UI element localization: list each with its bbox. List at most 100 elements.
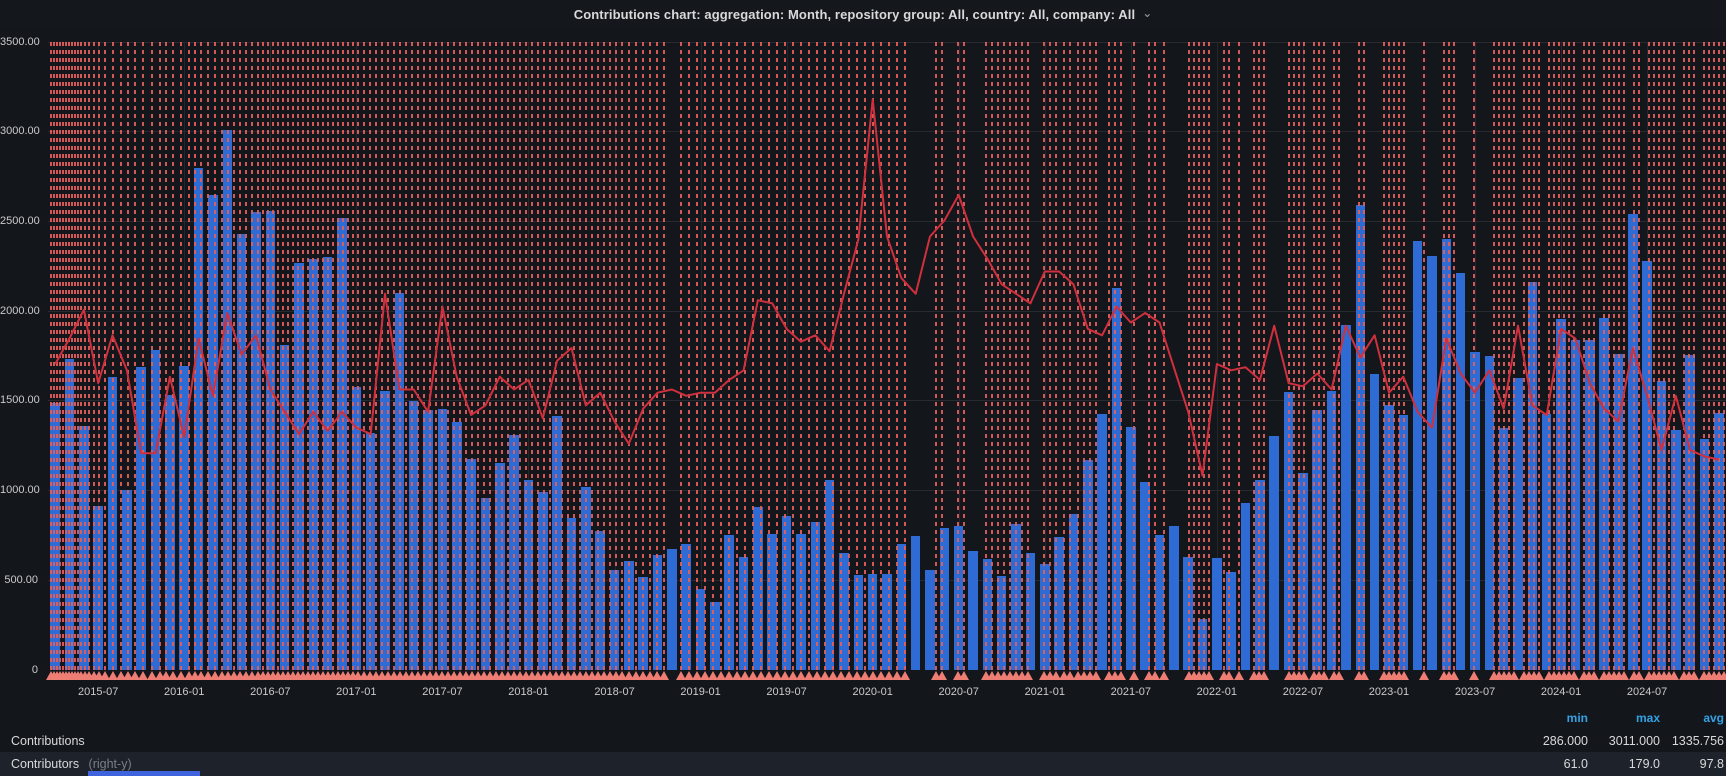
annotation-marker[interactable]	[1091, 671, 1101, 680]
annotation-marker[interactable]	[1104, 671, 1114, 680]
annotation-marker[interactable]	[892, 671, 902, 680]
annotation-marker[interactable]	[740, 671, 750, 680]
annotation-marker[interactable]	[593, 671, 603, 680]
annotation-marker[interactable]	[748, 671, 758, 680]
annotation-marker[interactable]	[461, 671, 471, 680]
annotation-marker[interactable]	[581, 671, 591, 680]
annotation-marker[interactable]	[937, 671, 947, 680]
annotation-marker[interactable]	[1319, 671, 1329, 680]
series-toggle-contributions[interactable]: Contributions	[11, 733, 85, 748]
annotation-marker[interactable]	[116, 671, 126, 680]
annotation-marker[interactable]	[401, 671, 411, 680]
annotation-marker[interactable]	[533, 671, 543, 680]
annotation-marker[interactable]	[876, 671, 886, 680]
annotation-marker[interactable]	[1059, 671, 1069, 680]
annotation-marker[interactable]	[812, 671, 822, 680]
annotation-marker[interactable]	[1073, 671, 1083, 680]
annotation-marker[interactable]	[545, 671, 555, 680]
annotation-marker[interactable]	[569, 671, 579, 680]
annotation-marker[interactable]	[1534, 671, 1544, 680]
annotation-marker[interactable]	[953, 671, 963, 680]
annotation-marker[interactable]	[479, 671, 489, 680]
annotation-marker[interactable]	[539, 671, 549, 680]
annotation-marker[interactable]	[780, 671, 790, 680]
annotation-marker[interactable]	[365, 671, 375, 680]
annotation-marker[interactable]	[820, 671, 830, 680]
annotation-marker[interactable]	[247, 671, 257, 680]
annotation-marker[interactable]	[161, 671, 171, 680]
annotation-marker[interactable]	[587, 671, 597, 680]
annotation-marker[interactable]	[1051, 671, 1061, 680]
legend-col-min[interactable]: min	[1566, 710, 1588, 725]
annotation-marker[interactable]	[852, 671, 862, 680]
annotation-marker[interactable]	[1359, 671, 1369, 680]
annotation-marker[interactable]	[509, 671, 519, 680]
annotation-marker[interactable]	[203, 671, 213, 680]
annotation-marker[interactable]	[981, 671, 991, 680]
annotation-marker[interactable]	[521, 671, 531, 680]
annotation-marker[interactable]	[999, 671, 1009, 680]
annotation-marker[interactable]	[575, 671, 585, 680]
annotation-marker[interactable]	[431, 671, 441, 680]
annotation-marker[interactable]	[1334, 671, 1344, 680]
annotation-marker[interactable]	[1144, 671, 1154, 680]
annotation-marker[interactable]	[196, 671, 206, 680]
annotation-marker[interactable]	[1719, 671, 1726, 680]
annotation-marker[interactable]	[1299, 671, 1309, 680]
annotation-marker[interactable]	[229, 671, 239, 680]
annotation-marker[interactable]	[1045, 671, 1055, 680]
annotation-marker[interactable]	[449, 671, 459, 680]
annotation-marker[interactable]	[210, 671, 220, 680]
annotation-marker[interactable]	[676, 671, 686, 680]
annotation-marker[interactable]	[684, 671, 694, 680]
annotation-marker[interactable]	[503, 671, 513, 680]
annotation-marker[interactable]	[473, 671, 483, 680]
annotation-marker[interactable]	[844, 671, 854, 680]
annotation-marker[interactable]	[732, 671, 742, 680]
annotation-marker[interactable]	[1150, 671, 1160, 680]
annotation-marker[interactable]	[190, 671, 200, 680]
annotation-marker[interactable]	[563, 671, 573, 680]
annotation-marker[interactable]	[659, 671, 669, 680]
annotation-marker[interactable]	[1065, 671, 1075, 680]
annotation-marker[interactable]	[1005, 671, 1015, 680]
annotation-marker[interactable]	[868, 671, 878, 680]
annotation-marker[interactable]	[389, 671, 399, 680]
annotation-marker[interactable]	[1017, 671, 1027, 680]
legend-col-avg[interactable]: avg	[1703, 710, 1724, 725]
annotation-marker[interactable]	[491, 671, 501, 680]
annotation-marker[interactable]	[605, 671, 615, 680]
annotation-marker[interactable]	[1234, 671, 1244, 680]
annotation-marker[interactable]	[138, 671, 148, 680]
annotation-marker[interactable]	[100, 671, 110, 680]
annotation-marker[interactable]	[241, 671, 251, 680]
annotation-marker[interactable]	[467, 671, 477, 680]
annotation-marker[interactable]	[993, 671, 1003, 680]
annotation-marker[interactable]	[437, 671, 447, 680]
annotation-marker[interactable]	[860, 671, 870, 680]
annotation-marker[interactable]	[130, 671, 140, 680]
annotation-marker[interactable]	[638, 671, 648, 680]
annotation-marker[interactable]	[652, 671, 662, 680]
annotation-marker[interactable]	[828, 671, 838, 680]
annotation-marker[interactable]	[716, 671, 726, 680]
annotation-marker[interactable]	[108, 671, 118, 680]
annotation-marker[interactable]	[515, 671, 525, 680]
annotation-marker[interactable]	[1085, 671, 1095, 680]
scrollbar-thumb[interactable]	[88, 771, 200, 776]
annotation-marker[interactable]	[1569, 671, 1579, 680]
annotation-marker[interactable]	[223, 671, 233, 680]
series-toggle-contributors[interactable]: Contributors	[11, 757, 80, 771]
annotation-marker[interactable]	[235, 671, 245, 680]
annotation-marker[interactable]	[353, 671, 363, 680]
annotation-marker[interactable]	[772, 671, 782, 680]
annotation-marker[interactable]	[1129, 671, 1139, 680]
annotation-marker[interactable]	[1224, 671, 1234, 680]
annotation-marker[interactable]	[900, 671, 910, 680]
annotation-marker[interactable]	[692, 671, 702, 680]
panel-title[interactable]: Contributions chart: aggregation: Month,…	[573, 6, 1136, 22]
annotation-marker[interactable]	[485, 671, 495, 680]
annotation-marker[interactable]	[1399, 671, 1409, 680]
annotation-marker[interactable]	[1689, 671, 1699, 680]
annotation-marker[interactable]	[413, 671, 423, 680]
